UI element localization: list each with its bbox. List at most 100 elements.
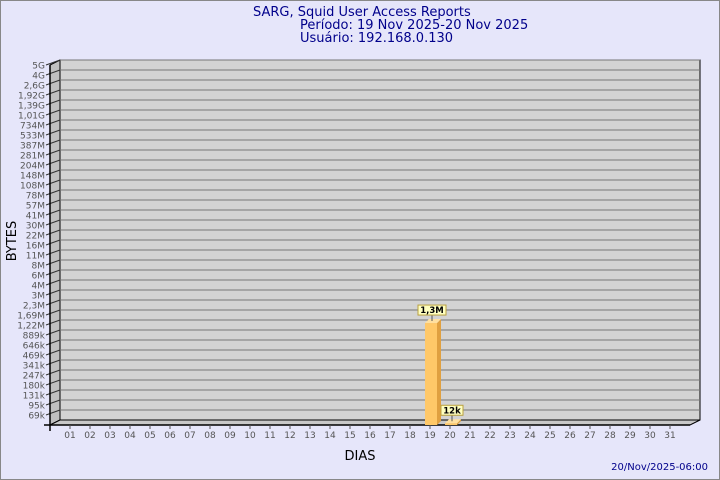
- y-tick-label: 734M: [20, 122, 45, 132]
- x-tick-label: 28: [604, 431, 616, 441]
- bar-top: [425, 319, 441, 324]
- y-tick: [45, 199, 61, 206]
- x-tick-label: 03: [104, 431, 115, 441]
- y-tick-label: 108M: [20, 182, 45, 192]
- x-tick-label: 02: [84, 431, 95, 441]
- y-tick: [45, 259, 61, 266]
- x-tick-label: 25: [544, 431, 555, 441]
- y-tick-label: 281M: [20, 152, 45, 162]
- y-tick-label: 57M: [26, 202, 45, 212]
- x-tick-label: 23: [504, 431, 515, 441]
- y-tick-label: 8M: [32, 262, 46, 272]
- y-tick-label: 341k: [23, 362, 46, 372]
- y-tick: [45, 309, 61, 316]
- bar: [445, 423, 457, 425]
- y-tick: [45, 179, 61, 186]
- y-tick-label: 1,22M: [17, 322, 45, 332]
- y-tick: [45, 189, 61, 196]
- x-tick-label: 08: [204, 431, 216, 441]
- y-tick: [45, 119, 61, 126]
- chart-period: Período: 19 Nov 2025-20 Nov 2025: [300, 18, 528, 33]
- y-tick-label: 69k: [28, 412, 45, 422]
- y-tick: [45, 359, 61, 366]
- data-label: 1,3M: [420, 306, 444, 316]
- y-tick-label: 95k: [28, 402, 45, 412]
- y-tick: [45, 319, 61, 326]
- y-tick: [45, 209, 61, 216]
- x-tick-label: 11: [264, 431, 275, 441]
- bar-top: [445, 419, 461, 424]
- data-label-box: [417, 304, 447, 316]
- y-tick-label: 2,6G: [24, 82, 45, 92]
- x-axis-label: DIAS: [345, 449, 376, 464]
- y-tick: [45, 329, 61, 336]
- x-tick-label: 29: [624, 431, 636, 441]
- x-tick-label: 31: [664, 431, 675, 441]
- y-tick-label: 4G: [32, 72, 45, 82]
- y-tick: [45, 269, 61, 276]
- x-tick-label: 09: [224, 431, 236, 441]
- y-tick-label: 204M: [20, 162, 45, 172]
- y-tick-label: 4M: [32, 282, 46, 292]
- y-tick: [45, 229, 61, 236]
- y-tick-label: 148M: [20, 172, 45, 182]
- y-tick-label: 646k: [23, 342, 46, 352]
- x-tick-label: 17: [384, 431, 395, 441]
- y-tick-label: 469k: [23, 352, 46, 362]
- data-label: 12k: [443, 406, 461, 416]
- y-axis-label: BYTES: [5, 221, 20, 262]
- y-tick-label: 11M: [26, 252, 45, 262]
- y-tick-label: 30M: [26, 222, 45, 232]
- y-tick-label: 533M: [20, 132, 45, 142]
- footer-timestamp: 20/Nov/2025-06:00: [611, 462, 708, 473]
- x-tick-label: 10: [244, 431, 256, 441]
- chart-title: SARG, Squid User Access Reports: [253, 5, 471, 20]
- y-tick-label: 41M: [26, 212, 45, 222]
- y-tick: [45, 379, 61, 386]
- y-tick: [45, 219, 61, 226]
- y-tick-label: 2,3M: [23, 302, 45, 312]
- y-tick-label: 889k: [23, 332, 46, 342]
- y-tick-label: 5G: [32, 62, 45, 72]
- x-tick-label: 14: [324, 431, 336, 441]
- y-tick: [45, 399, 61, 406]
- y-tick: [45, 129, 61, 136]
- bar: [425, 323, 437, 425]
- x-tick-label: 30: [644, 431, 656, 441]
- bar-side: [457, 419, 461, 425]
- x-tick-label: 19: [424, 431, 436, 441]
- y-tick: [45, 349, 61, 356]
- y-tick-label: 3M: [32, 292, 46, 302]
- y-tick: [45, 339, 61, 346]
- x-tick-label: 13: [304, 431, 315, 441]
- y-tick: [45, 109, 61, 116]
- data-label-box: [440, 404, 464, 416]
- x-tick-label: 12: [284, 431, 295, 441]
- y-tick-label: 1,01G: [18, 112, 45, 122]
- y-tick: [45, 69, 61, 76]
- x-tick-label: 18: [404, 431, 416, 441]
- y-tick: [45, 239, 61, 246]
- y-tick-label: 1,92G: [18, 92, 45, 102]
- x-tick-label: 01: [64, 431, 75, 441]
- y-tick-label: 16M: [26, 242, 45, 252]
- y-tick: [45, 149, 61, 156]
- x-tick-label: 05: [144, 431, 155, 441]
- chart-user: Usuário: 192.168.0.130: [300, 31, 453, 46]
- y-tick: [45, 389, 61, 396]
- x-tick-label: 04: [124, 431, 136, 441]
- y-tick-label: 78M: [26, 192, 45, 202]
- y-tick-label: 247k: [23, 372, 46, 382]
- y-tick-label: 131k: [23, 392, 46, 402]
- y-tick-label: 1,69M: [17, 312, 45, 322]
- x-tick-label: 06: [164, 431, 176, 441]
- y-tick-label: 1,39G: [18, 102, 45, 112]
- x-tick-label: 27: [584, 431, 595, 441]
- y-tick: [45, 59, 61, 66]
- x-tick-label: 07: [184, 431, 195, 441]
- y-tick-label: 22M: [26, 232, 45, 242]
- y-tick: [45, 79, 61, 86]
- y-tick-label: 6M: [32, 272, 46, 282]
- y-tick: [45, 409, 61, 416]
- plot-area: 69k95k131k180k247k341k469k646k889k1,22M1…: [17, 59, 701, 441]
